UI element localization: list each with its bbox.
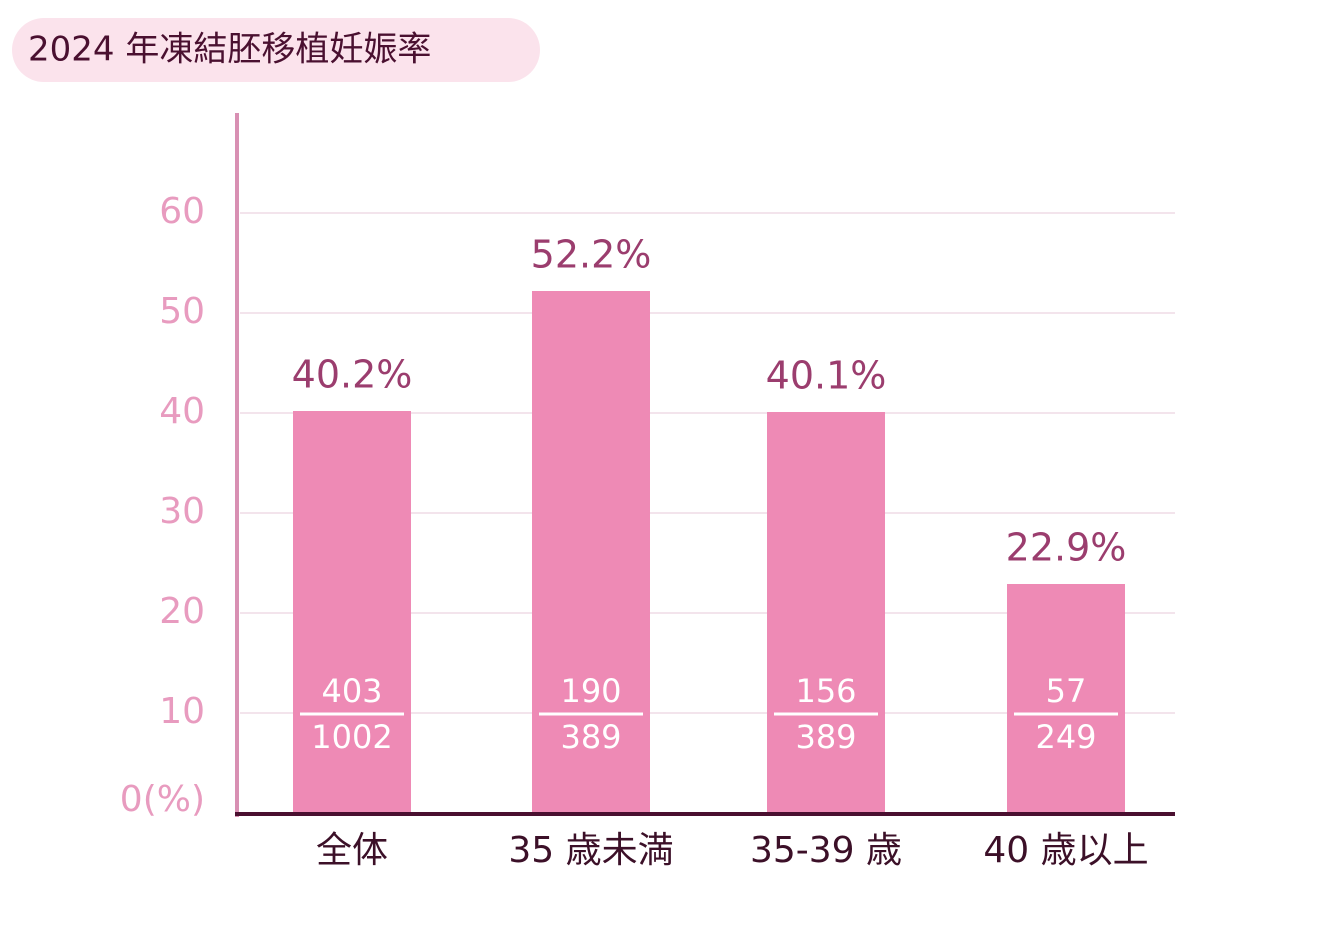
y-tick-label: 0(%) bbox=[120, 779, 205, 820]
pregnancy-count: 403 bbox=[321, 672, 382, 710]
chart-title: 2024 年凍結胚移植妊娠率 bbox=[28, 30, 431, 70]
y-tick-label: 30 bbox=[159, 491, 205, 532]
value-label: 52.2% bbox=[531, 233, 652, 277]
transfer-count: 389 bbox=[560, 718, 621, 756]
x-tick-label: 35-39 歳 bbox=[750, 830, 902, 871]
title-background bbox=[12, 18, 540, 82]
value-label: 22.9% bbox=[1006, 526, 1127, 570]
bar bbox=[1007, 584, 1125, 813]
transfer-count: 249 bbox=[1035, 718, 1096, 756]
bar bbox=[532, 291, 650, 813]
y-tick-label: 50 bbox=[159, 291, 205, 332]
y-tick-label: 10 bbox=[159, 691, 205, 732]
value-label: 40.2% bbox=[292, 353, 413, 397]
transfer-count: 1002 bbox=[311, 718, 392, 756]
pregnancy-count: 156 bbox=[795, 672, 856, 710]
x-tick-label: 35 歳未満 bbox=[508, 830, 673, 871]
pregnancy-count: 190 bbox=[560, 672, 621, 710]
x-tick-label: 全体 bbox=[316, 830, 388, 871]
pregnancy-count: 57 bbox=[1046, 672, 1087, 710]
bar bbox=[293, 411, 411, 813]
y-tick-label: 40 bbox=[159, 391, 205, 432]
value-label: 40.1% bbox=[766, 354, 887, 398]
y-tick-label: 20 bbox=[159, 591, 205, 632]
transfer-count: 389 bbox=[795, 718, 856, 756]
x-tick-label: 40 歳以上 bbox=[983, 830, 1148, 871]
bar bbox=[767, 412, 885, 813]
y-tick-label: 60 bbox=[159, 191, 205, 232]
